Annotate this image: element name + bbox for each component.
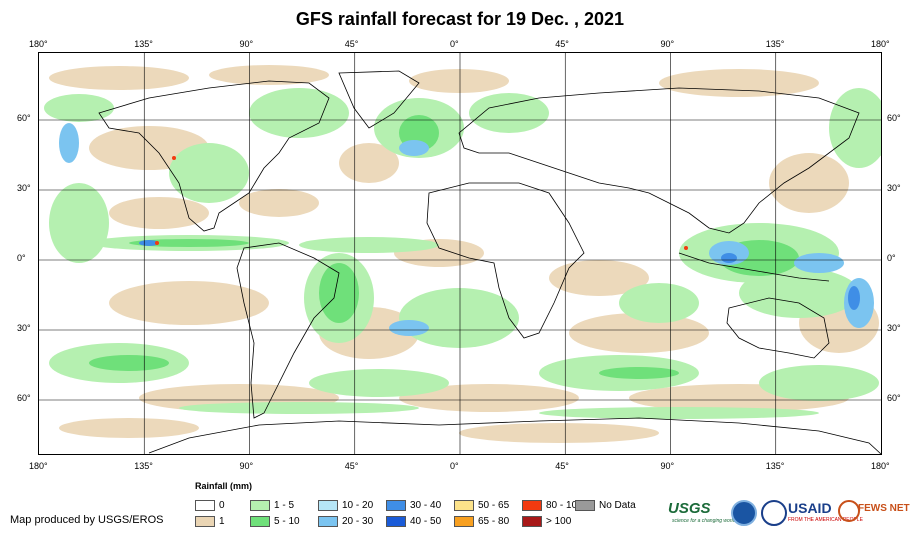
latitude-label-left: 60°	[17, 393, 31, 403]
longitude-label: 45°	[344, 39, 359, 49]
longitude-label: 180°	[871, 39, 890, 49]
legend-item: 40 - 50	[386, 516, 441, 527]
legend-item: > 100	[522, 516, 571, 527]
legend-swatch	[318, 516, 338, 527]
legend-label: 30 - 40	[410, 500, 442, 511]
longitude-label: 180°	[29, 461, 48, 471]
noaa-logo	[731, 500, 757, 526]
legend-item: 30 - 40	[386, 500, 441, 511]
usaid-tagline: FROM THE AMERICAN PEOPLE	[788, 517, 863, 523]
legend-swatch	[386, 516, 406, 527]
legend-label: 1 - 5	[274, 500, 295, 511]
longitude-label: 0°	[450, 39, 459, 49]
legend-swatch	[522, 500, 542, 511]
latitude-label-right: 60°	[887, 113, 901, 123]
rainfall-map-svg	[39, 53, 881, 454]
legend-item: 0	[195, 500, 225, 511]
latitude-label-right: 30°	[887, 183, 901, 193]
legend-item: No Data	[575, 500, 636, 511]
legend-item: 20 - 30	[318, 516, 373, 527]
longitude-label: 135°	[134, 39, 153, 49]
legend-label: No Data	[599, 500, 636, 511]
legend-item: 1	[195, 516, 225, 527]
legend-item: 5 - 10	[250, 516, 300, 527]
legend-swatch	[522, 516, 542, 527]
fewsnet-emblem	[838, 500, 860, 522]
graticule-grid	[39, 53, 881, 454]
longitude-label: 45°	[555, 461, 569, 471]
usgs-tagline: science for a changing world	[672, 518, 736, 524]
legend-swatch	[386, 500, 406, 511]
legend-swatch	[318, 500, 338, 511]
greenland-outline	[338, 70, 420, 129]
legend-title: Rainfall (mm)	[195, 481, 253, 491]
legend-item: 65 - 80	[454, 516, 509, 527]
antarctica-outline	[148, 417, 881, 454]
legend-label: > 100	[546, 516, 572, 527]
longitude-label: 135°	[765, 461, 785, 471]
eurasia-outline	[458, 87, 860, 234]
longitude-label: 180°	[29, 39, 48, 49]
legend-label: 0	[219, 500, 225, 511]
usaid-seal	[761, 500, 787, 526]
latitude-label-left: 30°	[17, 323, 31, 333]
longitude-label: 0°	[450, 461, 459, 471]
longitude-label: 90°	[660, 39, 675, 49]
credit-text: Map produced by USGS/EROS	[10, 514, 164, 526]
legend-label: 5 - 10	[274, 516, 300, 527]
longitude-label: 90°	[660, 461, 675, 471]
latitude-label-left: 30°	[17, 183, 31, 193]
latitude-label-left: 0°	[17, 253, 26, 263]
latitude-label-right: 30°	[887, 323, 901, 333]
fewsnet-logo: FEWS NET	[858, 503, 910, 514]
rainfall-map	[38, 52, 882, 455]
longitude-label: 135°	[134, 461, 153, 471]
legend-label: 65 - 80	[478, 516, 510, 527]
latitude-label-right: 60°	[887, 393, 901, 403]
longitude-label: 90°	[239, 461, 254, 471]
legend-swatch	[454, 516, 474, 527]
legend-label: 80 - 100	[546, 500, 583, 511]
legend-item: 10 - 20	[318, 500, 373, 511]
legend-label: 1	[219, 516, 225, 527]
legend-label: 40 - 50	[410, 516, 442, 527]
legend-swatch	[250, 516, 270, 527]
map-title: GFS rainfall forecast for 19 Dec. , 2021	[295, 9, 625, 29]
legend-swatch	[454, 500, 474, 511]
usgs-logo-text: USGS	[668, 500, 711, 517]
legend-swatch	[575, 500, 595, 511]
longitude-label: 180°	[871, 461, 890, 471]
legend-label: 20 - 30	[342, 516, 374, 527]
usaid-logo: USAID	[788, 500, 832, 516]
africa-outline	[426, 182, 585, 339]
longitude-label: 135°	[765, 39, 785, 49]
longitude-label: 90°	[239, 39, 254, 49]
latitude-label-right: 0°	[887, 253, 896, 263]
legend-swatch	[250, 500, 270, 511]
coastlines	[98, 70, 881, 454]
legend-label: 10 - 20	[342, 500, 374, 511]
usgs-logo: USGS	[668, 500, 711, 517]
north-america-outline	[98, 80, 330, 232]
legend-swatch	[195, 500, 215, 511]
south-america-outline	[236, 242, 340, 419]
longitude-label: 45°	[344, 461, 359, 471]
legend-label: 50 - 65	[478, 500, 510, 511]
longitude-label: 45°	[555, 39, 569, 49]
legend-swatch	[195, 516, 215, 527]
latitude-label-left: 60°	[17, 113, 31, 123]
legend-item: 1 - 5	[250, 500, 294, 511]
rainfall-fields	[44, 65, 881, 443]
legend-item: 50 - 65	[454, 500, 509, 511]
legend-item: 80 - 100	[522, 500, 583, 511]
indonesia-outline	[678, 252, 830, 282]
australia-outline	[726, 297, 830, 359]
